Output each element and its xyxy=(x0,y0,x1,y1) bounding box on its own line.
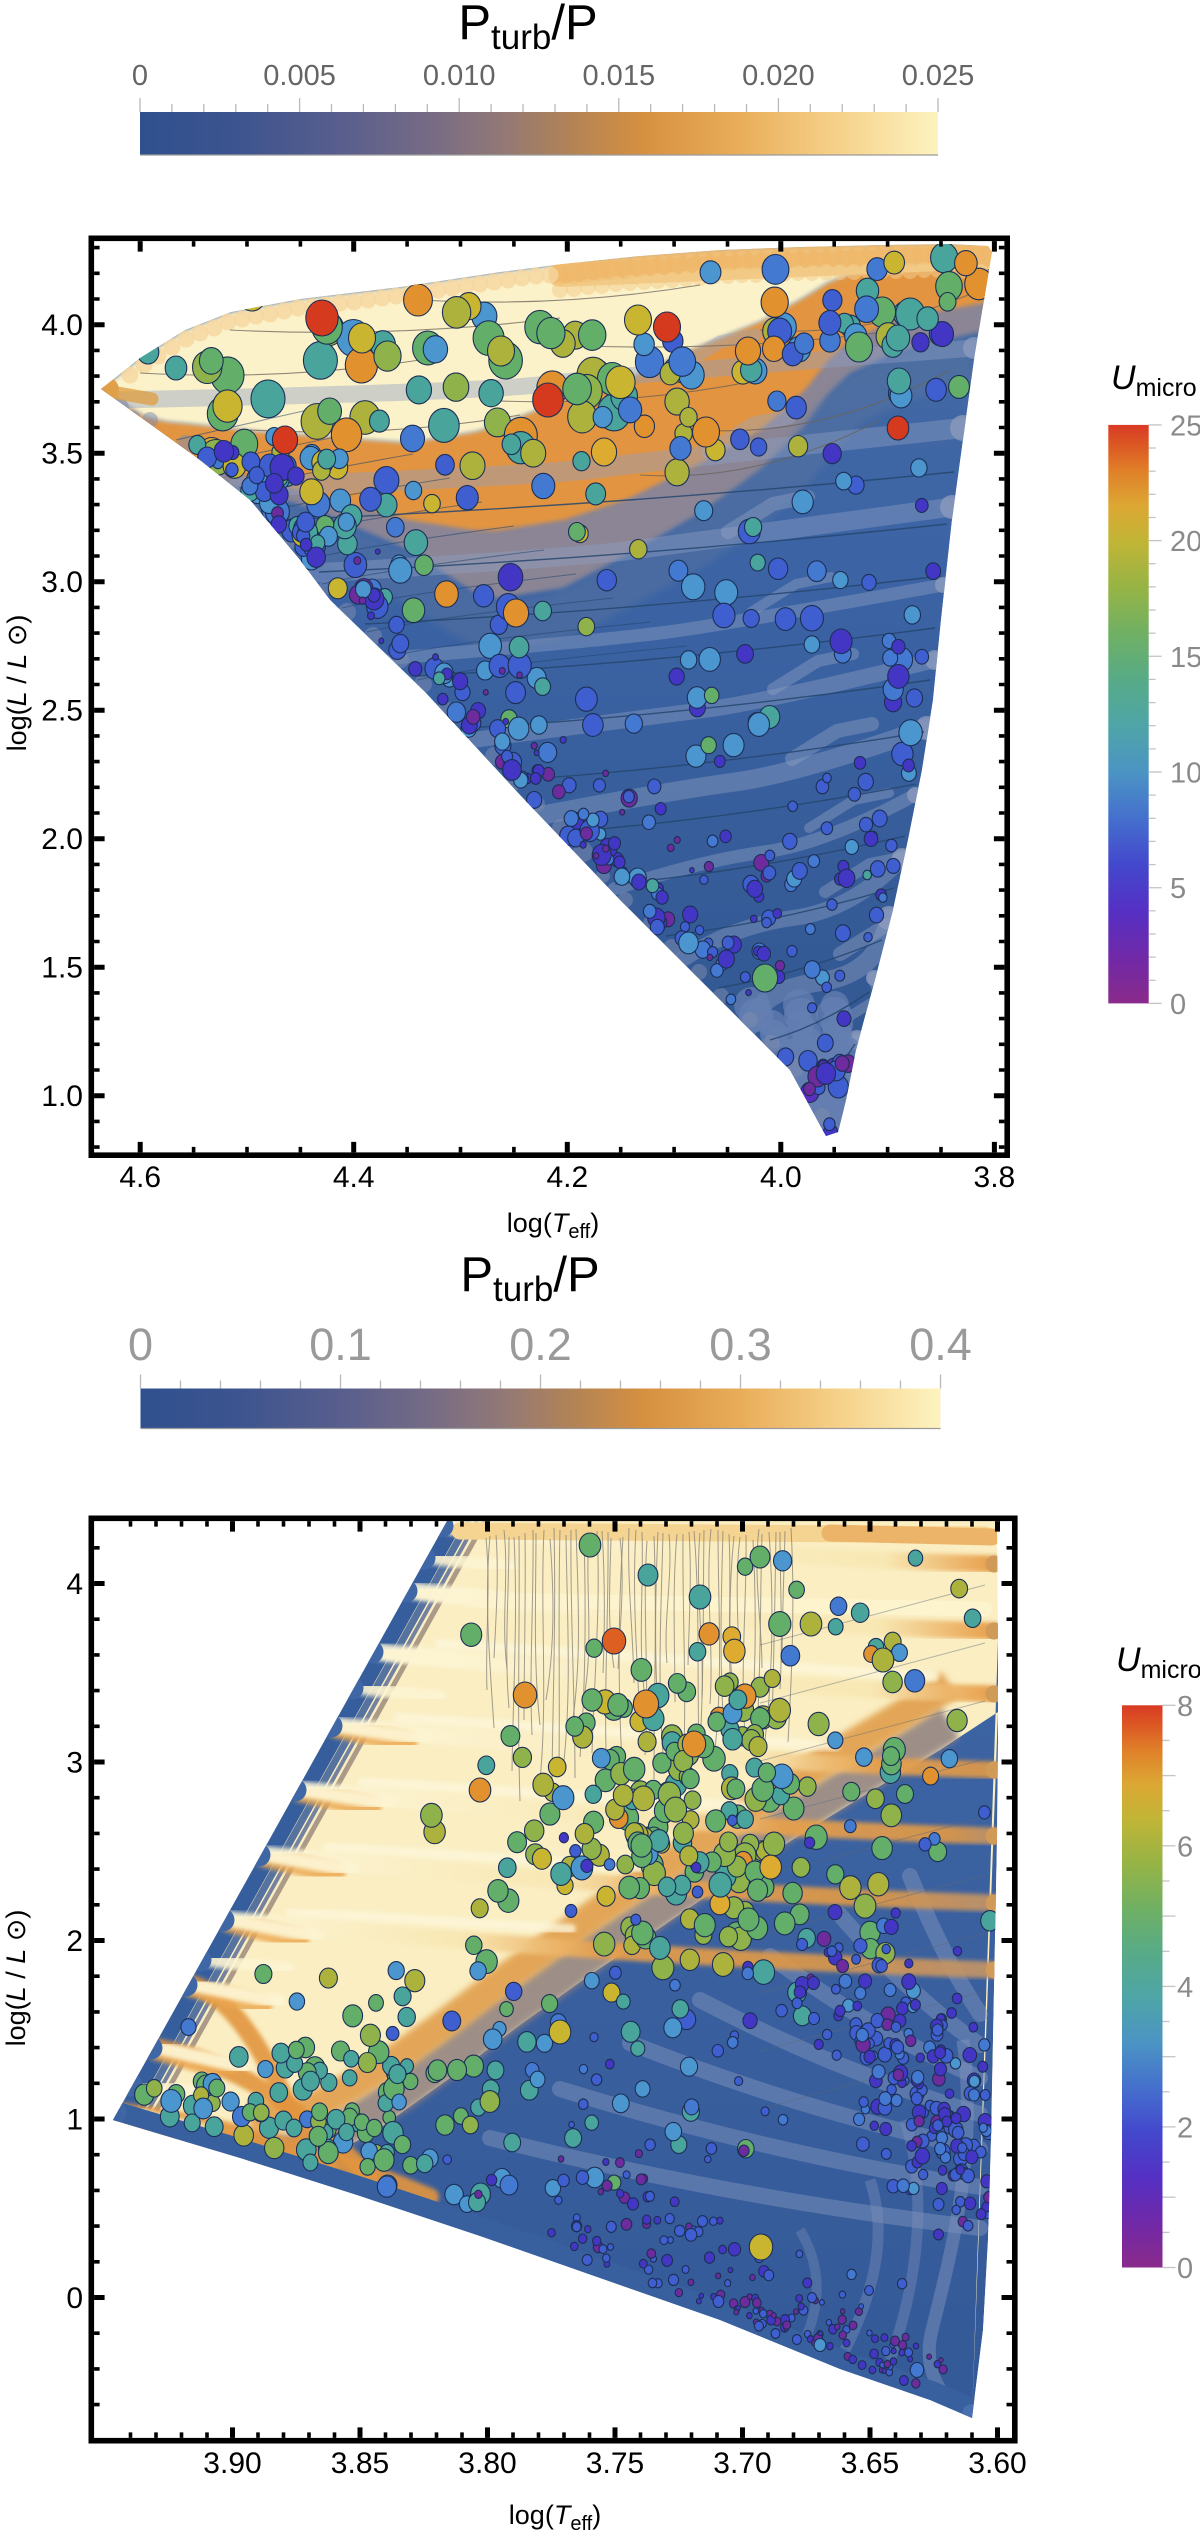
svg-text:3.70: 3.70 xyxy=(713,2447,771,2480)
svg-text:10: 10 xyxy=(1170,758,1200,790)
svg-text:3.8: 3.8 xyxy=(974,1161,1016,1194)
svg-text:4: 4 xyxy=(1177,1972,1193,2004)
svg-text:4.6: 4.6 xyxy=(119,1161,161,1194)
svg-text:Pturb/P: Pturb/P xyxy=(458,0,597,57)
svg-text:4.0: 4.0 xyxy=(760,1161,802,1194)
svg-text:log(Teff): log(Teff) xyxy=(509,2500,601,2530)
svg-text:log(L / L ⊙): log(L / L ⊙) xyxy=(2,615,32,752)
svg-text:5: 5 xyxy=(1170,873,1186,905)
svg-text:3: 3 xyxy=(66,1747,83,1780)
svg-text:25: 25 xyxy=(1170,410,1200,442)
svg-text:4.2: 4.2 xyxy=(546,1161,588,1194)
svg-text:0: 0 xyxy=(1177,2253,1193,2285)
svg-text:3.85: 3.85 xyxy=(331,2447,389,2480)
svg-text:0.2: 0.2 xyxy=(509,1319,572,1370)
svg-text:8: 8 xyxy=(1177,1691,1193,1723)
svg-text:3.90: 3.90 xyxy=(203,2447,261,2480)
svg-text:0.4: 0.4 xyxy=(909,1319,972,1370)
svg-text:1: 1 xyxy=(66,2104,83,2137)
svg-text:6: 6 xyxy=(1177,1831,1193,1863)
svg-text:20: 20 xyxy=(1170,526,1200,558)
svg-text:4: 4 xyxy=(66,1568,83,1601)
svg-text:log(L / L ⊙): log(L / L ⊙) xyxy=(1,1910,31,2047)
svg-text:0.005: 0.005 xyxy=(263,60,336,92)
svg-text:0: 0 xyxy=(66,2282,83,2315)
svg-text:0.015: 0.015 xyxy=(583,60,656,92)
svg-text:2.0: 2.0 xyxy=(41,823,83,856)
svg-text:0.025: 0.025 xyxy=(902,60,975,92)
svg-text:3.75: 3.75 xyxy=(586,2447,644,2480)
svg-text:1.5: 1.5 xyxy=(41,952,83,985)
svg-text:3.65: 3.65 xyxy=(841,2447,899,2480)
svg-text:2.5: 2.5 xyxy=(41,695,83,728)
svg-text:0.3: 0.3 xyxy=(709,1319,772,1370)
svg-text:Umicro: Umicro xyxy=(1111,359,1197,402)
svg-text:0: 0 xyxy=(1170,989,1186,1021)
svg-text:Umicro: Umicro xyxy=(1116,1641,1200,1684)
svg-text:3.5: 3.5 xyxy=(41,438,83,471)
svg-text:15: 15 xyxy=(1170,642,1200,674)
svg-text:4.0: 4.0 xyxy=(41,309,83,342)
svg-text:4.4: 4.4 xyxy=(333,1161,375,1194)
svg-text:2: 2 xyxy=(1177,2112,1193,2144)
svg-text:3.0: 3.0 xyxy=(41,566,83,599)
svg-text:0.020: 0.020 xyxy=(742,60,815,92)
svg-text:Pturb/P: Pturb/P xyxy=(460,1248,599,1309)
svg-text:0.010: 0.010 xyxy=(423,60,496,92)
svg-text:1.0: 1.0 xyxy=(41,1080,83,1113)
svg-text:2: 2 xyxy=(66,1925,83,1958)
svg-text:3.80: 3.80 xyxy=(458,2447,516,2480)
svg-text:log(Teff): log(Teff) xyxy=(507,1208,599,1243)
svg-text:0: 0 xyxy=(128,1319,153,1370)
svg-text:0.1: 0.1 xyxy=(309,1319,372,1370)
svg-text:3.60: 3.60 xyxy=(968,2447,1026,2480)
svg-text:0: 0 xyxy=(132,60,148,92)
